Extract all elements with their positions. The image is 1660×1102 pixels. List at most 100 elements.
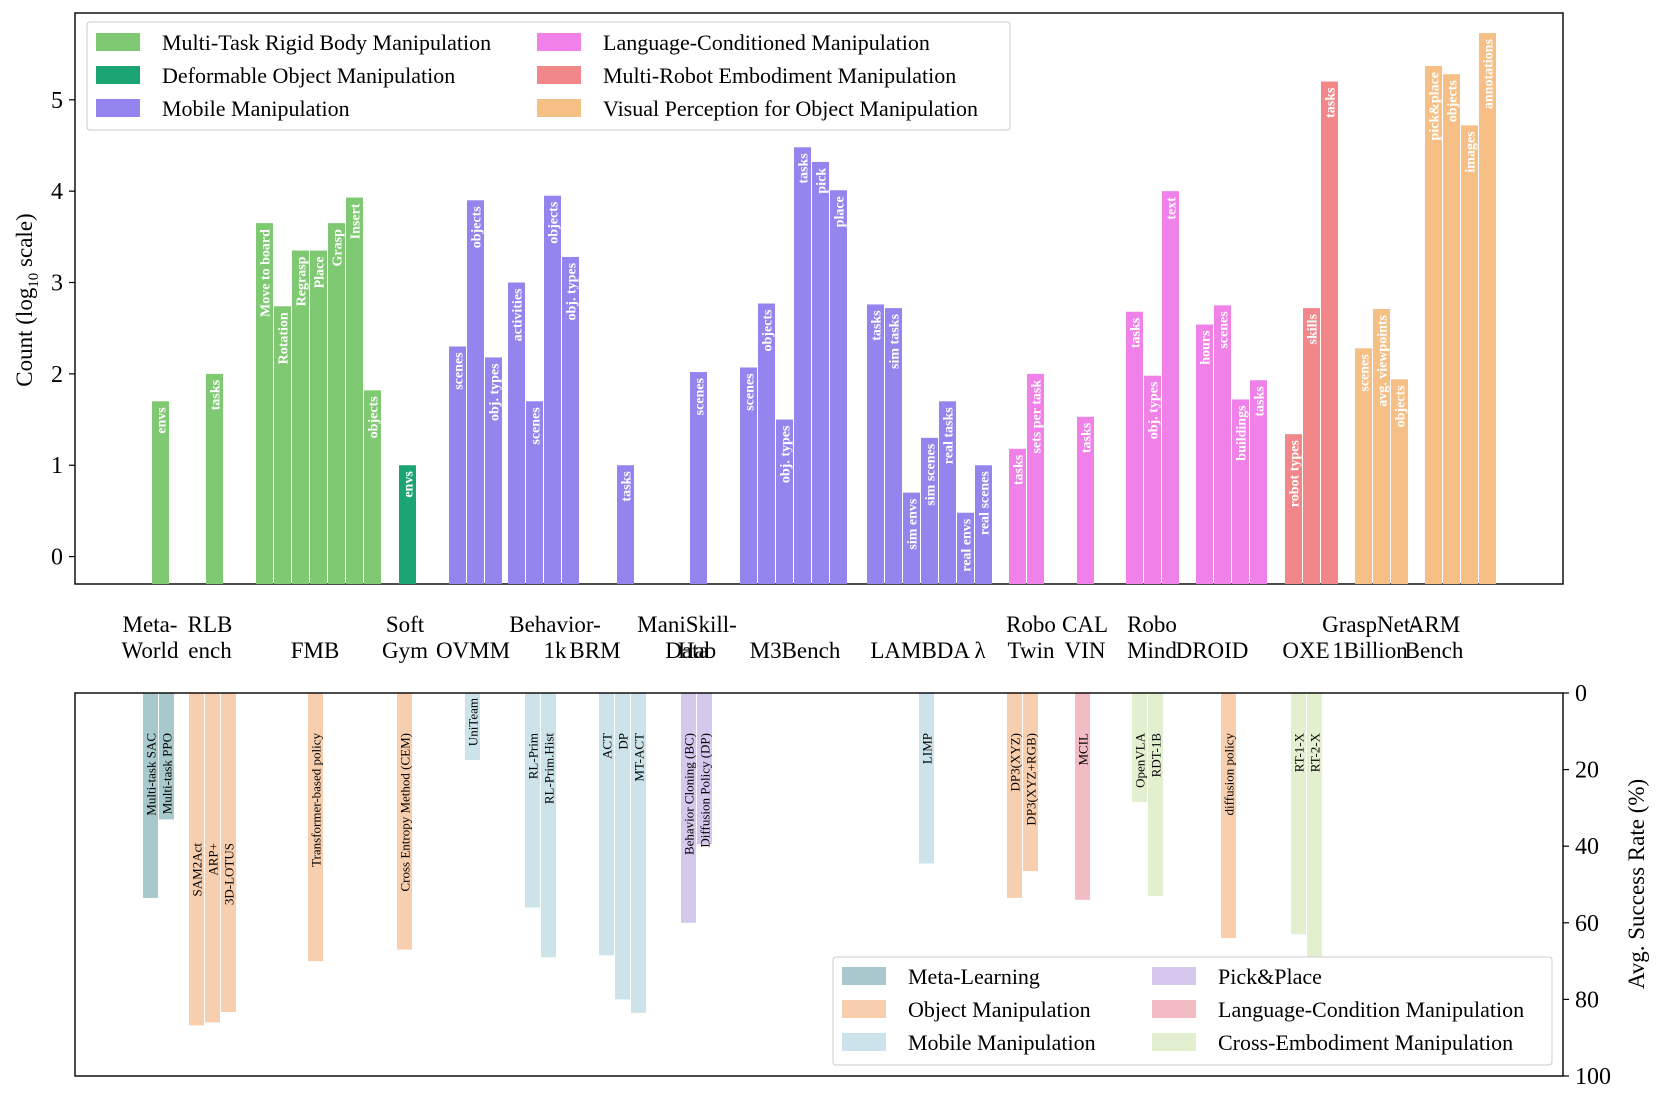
legend-label: Language-Conditioned Manipulation (603, 30, 930, 55)
group-label: OXE (1282, 638, 1329, 663)
bar-label: annotations (1482, 39, 1497, 110)
bar (1425, 65, 1442, 585)
group-label: FMB (291, 638, 340, 663)
group-label: M3Bench (750, 638, 841, 663)
bar-label: OpenVLA (1133, 732, 1148, 787)
bar (346, 197, 363, 585)
group-label: Meta- (123, 612, 178, 637)
bar (1221, 693, 1236, 939)
bar-label: Diffusion Policy (DP) (698, 733, 713, 848)
legend-label: Multi-Task Rigid Body Manipulation (162, 30, 491, 55)
bar-label: text (1165, 197, 1180, 220)
bar-label: scenes (693, 377, 708, 415)
bar-label: Place (313, 257, 328, 289)
bar-label: tasks (797, 153, 812, 184)
bar-label: tasks (1129, 317, 1144, 348)
bar-label: Behavior Cloning (BC) (682, 733, 697, 855)
bar (159, 693, 174, 820)
y-tick-label: 80 (1575, 987, 1599, 1013)
group-label: CAL (1062, 612, 1108, 637)
bar (449, 346, 466, 584)
y-tick-label: 3 (51, 271, 63, 297)
bar-label: tasks (1012, 454, 1027, 485)
bar-label: SAM2Act (190, 843, 205, 897)
bar-label: tasks (870, 310, 885, 341)
bar (152, 401, 169, 584)
group-label: Soft (386, 612, 425, 637)
legend-swatch (842, 967, 886, 985)
bar (274, 306, 291, 584)
group-label: Behavior- (509, 612, 601, 637)
bar (143, 693, 158, 898)
bar-label: RT-2-X (1308, 732, 1323, 772)
bar (1303, 308, 1320, 584)
bar (830, 190, 847, 584)
bar (1479, 33, 1496, 585)
y-axis-label-main: Count (log (12, 287, 37, 387)
bar-label: tasks (1080, 422, 1095, 453)
bar-label: Multi-task PPO (160, 733, 175, 814)
bar (292, 250, 309, 584)
bar (1007, 693, 1022, 898)
bar-label: objects (761, 309, 776, 352)
legend-swatch (96, 33, 140, 51)
group-label: Gym (382, 638, 428, 663)
bar-label: Transformer-based policy (309, 733, 324, 867)
bar (1285, 434, 1302, 584)
bar-label: scenes (452, 352, 467, 390)
bar (1148, 693, 1163, 896)
group-label: Robo (1006, 612, 1056, 637)
bar (921, 437, 938, 584)
bar (485, 357, 502, 584)
bar-label: scenes (1358, 354, 1373, 392)
bar-label: RT-1-X (1292, 732, 1307, 772)
bar-label: scenes (529, 407, 544, 445)
bar (1023, 693, 1038, 872)
bar-label: buildings (1235, 405, 1250, 461)
legend-label: Deformable Object Manipulation (162, 63, 455, 88)
bar-label: tasks (209, 379, 224, 410)
bar-label: scenes (1217, 311, 1232, 349)
bar (1373, 309, 1390, 584)
bar (1132, 693, 1147, 803)
bar-label: pick&place (1428, 72, 1443, 140)
bar-label: robot types (1288, 440, 1303, 508)
plot-frame (74, 692, 1564, 1077)
group-label: Data (665, 638, 708, 663)
group-label: RLB (188, 612, 233, 637)
legend-label: Mobile Manipulation (908, 1030, 1096, 1055)
bar (1391, 379, 1408, 584)
bar (903, 492, 920, 584)
bar (1355, 348, 1372, 584)
bar (1009, 448, 1026, 584)
bar-label: LIMP (920, 733, 935, 764)
bar (1232, 399, 1249, 584)
bar-label: skills (1306, 314, 1321, 345)
bar (1196, 324, 1213, 584)
bar (1075, 693, 1090, 900)
legend-swatch (1152, 967, 1196, 985)
y-axis-label-tail: scale) (12, 213, 37, 272)
bar-label: real tasks (942, 407, 957, 464)
bar (328, 223, 345, 585)
bar (812, 161, 829, 584)
bar (1307, 693, 1322, 960)
bar (599, 693, 614, 956)
bar-label: Insert (349, 203, 364, 239)
bar (1461, 125, 1478, 584)
bar-label: obj. types (565, 262, 580, 320)
bar-label: objects (470, 206, 485, 249)
legend-label: Object Manipulation (908, 997, 1091, 1022)
legend-label: Language-Condition Manipulation (1218, 997, 1524, 1022)
bar (189, 693, 204, 1026)
legend-swatch (842, 1000, 886, 1018)
bottom-chart: Multi-task SAC Multi-task PPO SAM2Act ARP+ 3… (74, 681, 1649, 1090)
bar-label: real envs (960, 518, 975, 572)
bar-label: DP (616, 733, 631, 750)
legend-label: Pick&Place (1218, 964, 1322, 989)
bar-label: envs (155, 407, 170, 434)
bar (867, 304, 884, 584)
group-label: Bench (1405, 638, 1464, 663)
bar (1162, 191, 1179, 585)
